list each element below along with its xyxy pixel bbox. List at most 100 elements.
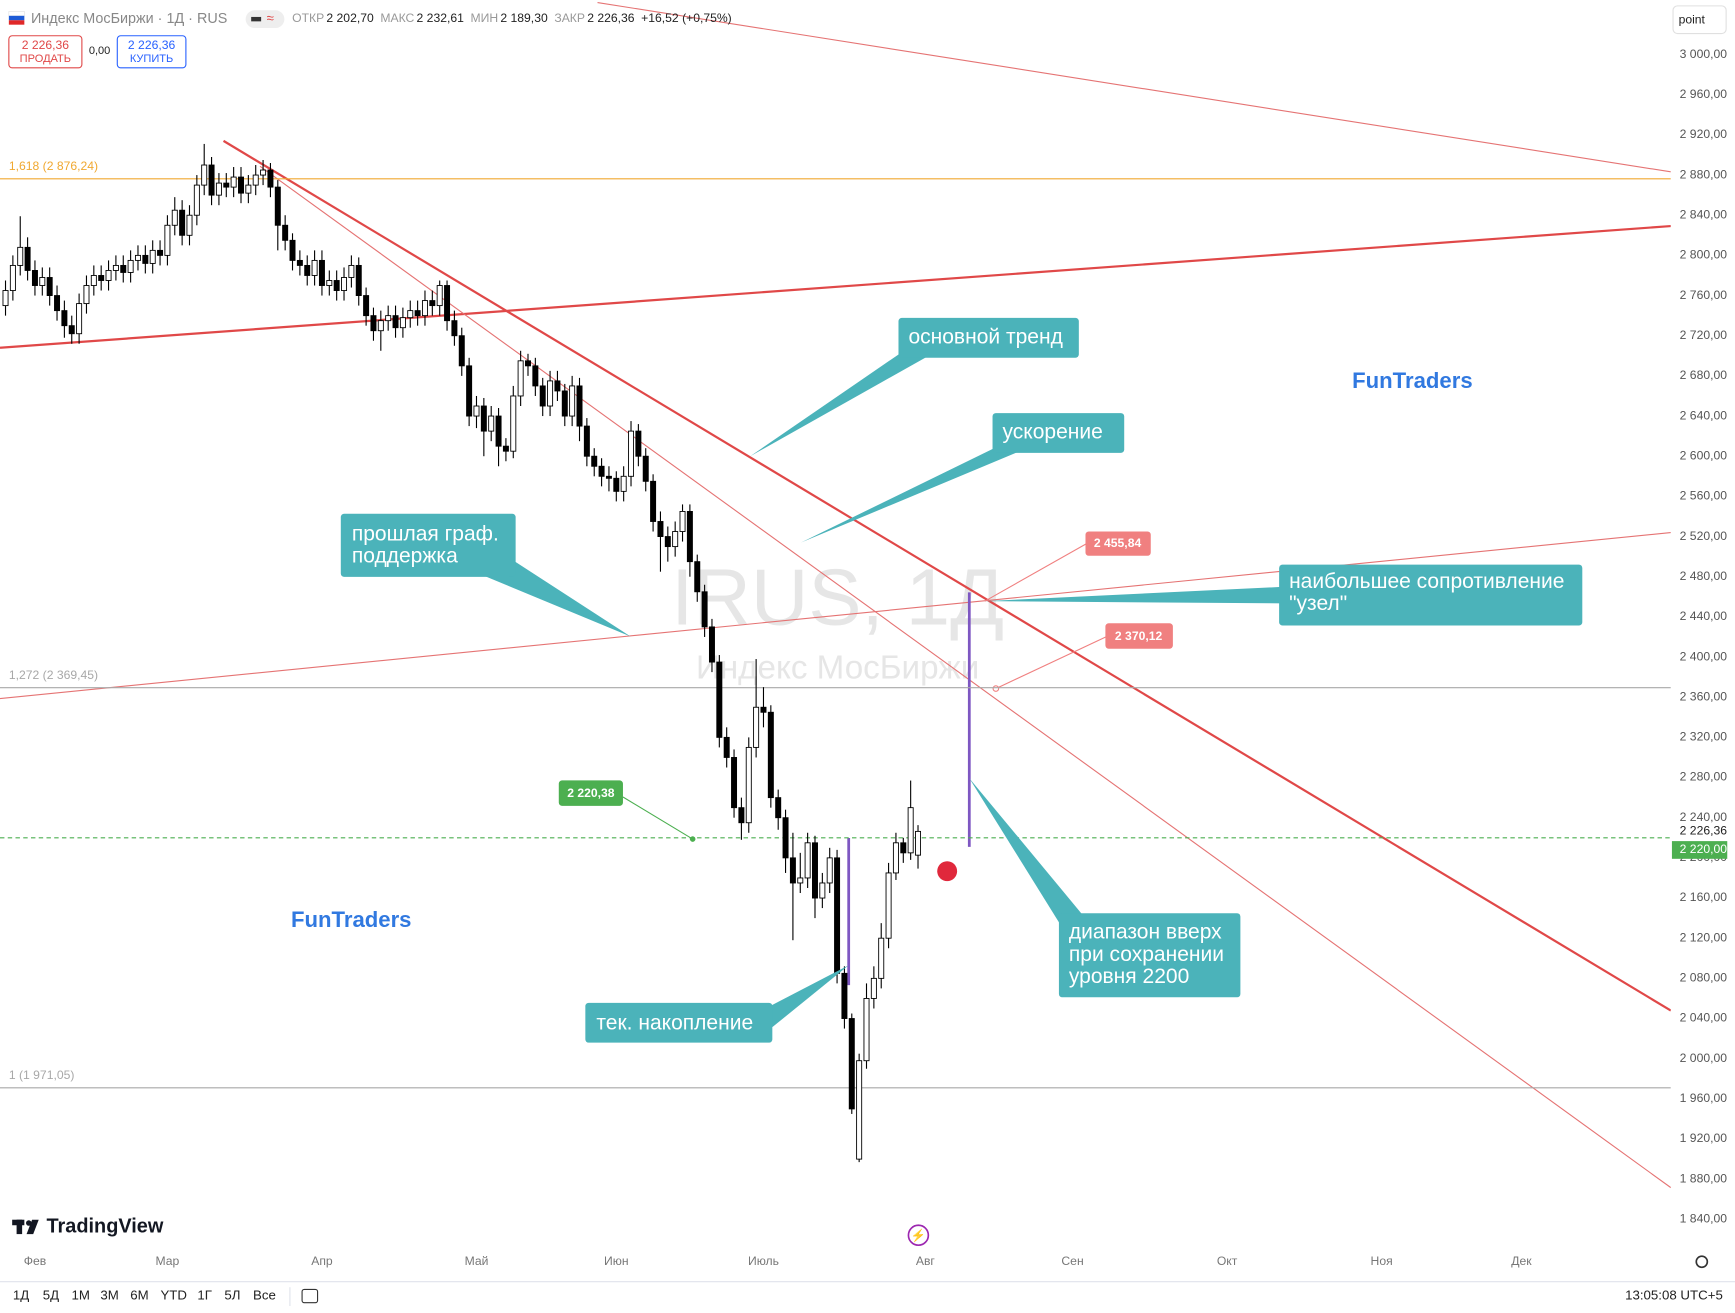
anchor	[992, 685, 1000, 692]
candle-body	[341, 277, 348, 291]
ohlc-label: ОТКР	[292, 11, 324, 25]
y-tick-label: 2 120,00	[1680, 930, 1728, 944]
range-button[interactable]: 1Г	[197, 1288, 212, 1303]
drawings	[0, 2, 1672, 1189]
spread: 0,00	[89, 45, 111, 57]
candle-body	[547, 380, 554, 407]
candle-body	[826, 857, 833, 884]
candle-body	[694, 561, 701, 593]
y-tick-label: 2 400,00	[1680, 649, 1728, 663]
candle-body	[473, 405, 480, 417]
range-button[interactable]: YTD	[160, 1288, 187, 1303]
y-tick-label: 2 800,00	[1680, 248, 1728, 262]
brand-text: FunTraders	[291, 907, 412, 932]
anchor	[689, 836, 696, 842]
x-tick-label: Сен	[1061, 1254, 1083, 1268]
candle-body	[370, 315, 377, 332]
ohlc-change: +16,52 (+0,75%)	[641, 11, 732, 25]
candle-body	[186, 214, 193, 236]
callout	[898, 317, 1079, 358]
candle-body	[782, 817, 789, 859]
candle-body	[738, 807, 745, 824]
candle-body	[68, 325, 75, 335]
y-tick-label: 2 280,00	[1680, 770, 1728, 784]
candle-body	[46, 277, 53, 297]
range-button[interactable]: 6М	[130, 1288, 148, 1303]
candle-body	[532, 365, 539, 387]
candle-body	[238, 176, 244, 194]
y-tick-label: 2 640,00	[1680, 408, 1728, 422]
candle-body	[812, 842, 818, 899]
settings-icon[interactable]	[1695, 1255, 1709, 1269]
candle-body	[731, 757, 738, 809]
candle-body	[723, 736, 730, 758]
range-button[interactable]: 3М	[100, 1288, 118, 1303]
range-button[interactable]: 5Д	[43, 1288, 59, 1303]
candle-body	[208, 164, 215, 196]
candle-body	[436, 285, 443, 307]
x-axis: Фев Мар Апр Май Июн Июль Авг Сен Окт Ноя Дек	[24, 1254, 1533, 1268]
candle-body	[348, 264, 355, 278]
candle-body	[841, 972, 848, 1019]
candle-body	[576, 385, 583, 427]
events-icon[interactable]	[907, 1224, 930, 1246]
fib-level-label: 1 (1 971,05)	[9, 1068, 75, 1082]
candle-body	[885, 872, 892, 939]
candle-body	[179, 209, 186, 236]
scale-mode[interactable]: point	[1679, 12, 1706, 26]
buy-price[interactable]: 2 226,36	[128, 38, 176, 52]
candle-body	[429, 300, 436, 307]
candle-body	[502, 445, 509, 452]
candle-body	[605, 475, 612, 479]
status-pill	[245, 10, 285, 29]
sell-button[interactable]: 2 226,36 ПРОДАТЬ	[8, 35, 83, 69]
y-tick-label: 3 000,00	[1680, 47, 1728, 61]
candle-body	[444, 285, 451, 322]
buy-label[interactable]: КУПИТЬ	[130, 53, 173, 65]
y-axis: 1 840,00 1 880,00 1 920,00 1 960,00 2 000,00…	[1671, 47, 1728, 1226]
candle-body	[252, 174, 259, 186]
events-icon[interactable]: ⚡	[911, 1228, 926, 1244]
candle-body	[753, 706, 760, 748]
range-button[interactable]: 1Д	[13, 1288, 29, 1303]
calendar-icon[interactable]	[301, 1288, 319, 1304]
callout-text: диапазон вверх	[1069, 921, 1222, 944]
logo-mark	[16, 1219, 23, 1235]
ohlc-value: 2 202,70	[326, 11, 374, 25]
y-tick-label: 2 440,00	[1680, 609, 1728, 623]
candle-body	[421, 300, 428, 317]
candle-body	[915, 830, 922, 856]
callout	[1279, 564, 1583, 626]
ohlc-value: 2 232,61	[417, 11, 465, 25]
candle-body	[377, 320, 384, 332]
candle-body	[495, 415, 502, 447]
logo: TradingView	[12, 1216, 164, 1238]
range-button[interactable]: 1М	[72, 1288, 90, 1303]
candle-body	[848, 1018, 855, 1110]
candle-body	[672, 531, 679, 548]
buy-button[interactable]: 2 226,36 КУПИТЬ	[116, 35, 187, 69]
candle-body	[142, 254, 149, 264]
candle-body	[134, 254, 141, 261]
ohlc-value: 2 226,36	[587, 11, 635, 25]
range-button[interactable]: Все	[253, 1288, 276, 1303]
callout	[585, 1002, 773, 1043]
range-button[interactable]: 5Л	[224, 1288, 240, 1303]
sell-price[interactable]: 2 226,36	[22, 38, 70, 52]
buy-box[interactable]	[116, 35, 187, 69]
candle-body	[311, 259, 318, 276]
callout-text: поддержка	[352, 544, 458, 567]
candle-body	[407, 310, 414, 319]
candle-body	[83, 285, 90, 305]
callout-text: "узел"	[1289, 592, 1347, 615]
candle-body	[363, 295, 370, 317]
price-box	[1085, 531, 1151, 556]
price-axis	[1670, 0, 1735, 1249]
candle-body	[76, 303, 83, 335]
sell-box[interactable]	[8, 35, 83, 69]
scale-mode-button[interactable]	[1672, 5, 1727, 35]
sell-label[interactable]: ПРОДАТЬ	[20, 53, 71, 65]
candle-body	[797, 877, 804, 884]
